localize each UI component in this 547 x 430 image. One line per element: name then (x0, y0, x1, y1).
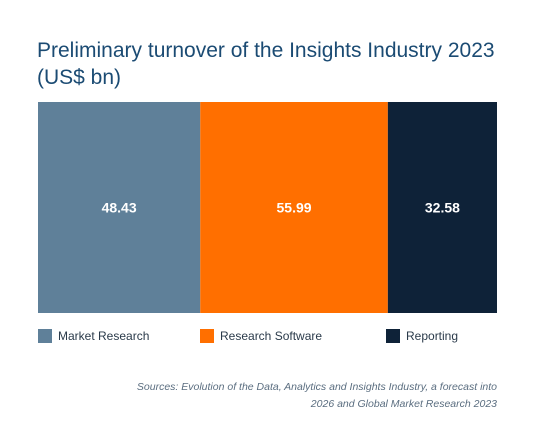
bar-label-reporting: 32.58 (425, 200, 460, 216)
legend-label-reporting: Reporting (406, 329, 459, 343)
bar-segment-reporting (387, 102, 497, 313)
legend-label-research-software: Research Software (220, 329, 323, 343)
legend-label-market-research: Market Research (58, 329, 150, 343)
legend-swatch-reporting (386, 329, 400, 343)
legend-swatch-market-research (38, 329, 52, 343)
bar-label-research-software: 55.99 (277, 200, 312, 216)
legend-item-market-research: Market Research (38, 328, 149, 344)
source-note: Sources: Evolution of the Data, Analytic… (136, 381, 497, 410)
legend-item-reporting: Reporting (386, 328, 458, 344)
legend-swatch-research-software (200, 329, 214, 343)
chart-title: Preliminary turnover of the Insights Ind… (37, 39, 495, 89)
legend-item-research-software: Research Software (200, 328, 322, 344)
bar-label-market-research: 48.43 (102, 200, 137, 216)
bar-segment-market-research (38, 102, 201, 313)
bar-segment-research-software (200, 102, 388, 313)
